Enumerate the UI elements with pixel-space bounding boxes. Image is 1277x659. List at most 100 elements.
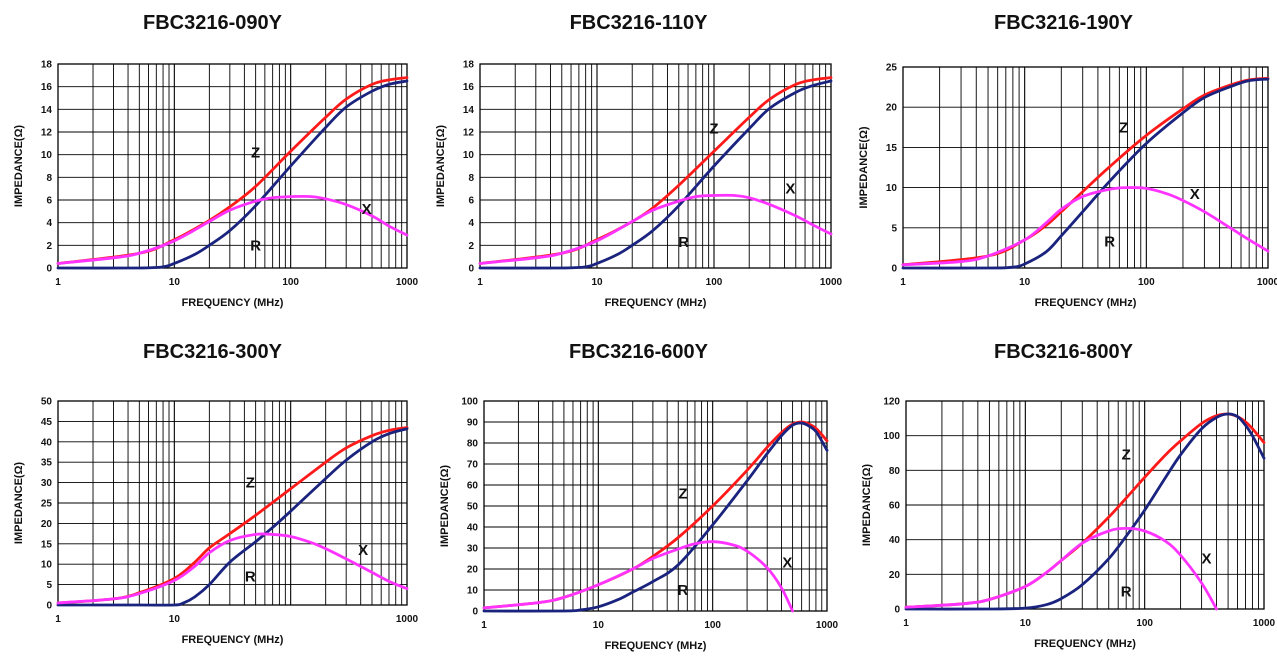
x-tick-label: 10 [593, 620, 605, 631]
grid [484, 400, 827, 612]
curve-label-z: Z [251, 144, 260, 161]
series-line-z [904, 412, 1266, 609]
chart-title: FBC3216-300Y [143, 341, 282, 363]
y-tick-label: 20 [467, 565, 479, 576]
y-tick-label: 10 [467, 586, 479, 597]
chart-svg: 0 5 10 15 20 25 1 10 100 1000 FREQUENCY (MHz) IMPED… [858, 63, 1277, 310]
y-tick-label: 18 [463, 60, 475, 71]
y-tick-label: 10 [886, 183, 898, 194]
plot-frame [479, 63, 832, 269]
x-tick-label: 1000 [820, 277, 843, 288]
y-tick-label: 35 [41, 458, 53, 469]
series-line-z [478, 76, 833, 265]
y-tick-label: 90 [467, 418, 479, 429]
x-tick-label: 10 [169, 614, 181, 625]
y-tick-label: 15 [886, 143, 898, 154]
chart-panel: FBC3216-600Y 0 10 20 30 40 50 60 70 80 90 100 1 10 100… [426, 329, 851, 658]
x-tick-label: 1000 [816, 620, 839, 631]
chart-title: FBC3216-800Y [994, 341, 1133, 363]
y-tick-label: 5 [46, 580, 52, 591]
x-axis-label: FREQUENCY (MHz) [182, 297, 284, 309]
y-tick-label: 120 [883, 397, 900, 408]
plot-frame [902, 66, 1269, 269]
y-tick-label: 6 [468, 196, 474, 207]
y-tick-label: 0 [46, 264, 52, 275]
x-tick-label: 1000 [1253, 618, 1276, 629]
x-tick-label: 10 [1020, 618, 1032, 629]
y-axis-label: IMPEDANCE(Ω) [861, 464, 873, 546]
curve-label-x: X [1202, 551, 1212, 568]
plot-frame [57, 63, 408, 269]
x-tick-label: 10 [169, 277, 181, 288]
y-axis-label: IMPEDANCE(Ω) [435, 125, 447, 207]
x-tick-label: 1 [900, 277, 906, 288]
series-line-x [478, 193, 833, 265]
chart-panel: FBC3216-090Y 0 2 4 6 8 10 12 14 16 18 1 10 100 1000 FRE… [0, 0, 425, 329]
y-tick-label: 2 [46, 241, 52, 252]
grid [58, 63, 407, 269]
plot-frame [905, 400, 1265, 610]
y-tick-label: 0 [472, 607, 478, 618]
x-tick-label: 100 [1136, 618, 1153, 629]
curve-label-z: Z [709, 121, 718, 138]
y-tick-label: 10 [41, 150, 53, 161]
x-tick-label: 1000 [396, 614, 419, 625]
x-tick-label: 1 [481, 620, 487, 631]
chart-title: FBC3216-600Y [569, 341, 708, 363]
series-line-r [56, 427, 409, 607]
y-tick-label: 60 [467, 481, 479, 492]
plot-frame [483, 400, 828, 612]
y-tick-label: 80 [467, 439, 479, 450]
chart-svg: 0 2 4 6 8 10 12 14 16 18 1 10 100 1000 FREQUENCY (MHz)… [435, 60, 843, 310]
chart-panel: FBC3216-300Y 0 5 10 15 20 25 30 35 40 45 50 1 10 1000 F… [0, 329, 425, 658]
y-tick-label: 15 [41, 539, 53, 550]
y-tick-label: 40 [41, 437, 53, 448]
y-tick-label: 40 [467, 523, 479, 534]
series-line-x [482, 540, 794, 613]
x-axis-label: FREQUENCY (MHz) [605, 297, 707, 309]
y-axis-label: IMPEDANCE(Ω) [13, 125, 25, 207]
y-tick-label: 2 [468, 241, 474, 252]
curve-label-x: X [358, 542, 368, 559]
series-line-x [56, 194, 409, 265]
curve-label-z: Z [246, 475, 255, 492]
chart-svg: 0 2 4 6 8 10 12 14 16 18 1 10 100 1000 FREQUENCY (MHz)… [13, 60, 419, 310]
series-line-x [56, 532, 409, 605]
x-tick-label: 1 [55, 614, 61, 625]
y-tick-label: 30 [41, 478, 53, 489]
y-tick-label: 16 [463, 82, 475, 93]
y-tick-label: 0 [894, 605, 900, 616]
series-line-r [901, 77, 1270, 270]
y-tick-label: 8 [468, 173, 474, 184]
y-tick-label: 25 [41, 499, 53, 510]
y-tick-label: 8 [46, 173, 52, 184]
y-axis-label: IMPEDANCE(Ω) [858, 126, 870, 208]
y-tick-label: 10 [463, 150, 475, 161]
y-tick-label: 20 [41, 519, 53, 530]
y-tick-label: 100 [883, 431, 900, 442]
curve-label-x: X [785, 181, 795, 198]
x-tick-label: 1000 [396, 277, 419, 288]
chart-title: FBC3216-110Y [569, 12, 708, 34]
series-line-r [482, 421, 829, 613]
plot-frame [57, 400, 408, 606]
y-tick-label: 5 [891, 223, 897, 234]
y-tick-label: 18 [41, 60, 53, 71]
y-axis-label: IMPEDANCE(Ω) [439, 465, 451, 547]
chart-svg: 0 5 10 15 20 25 30 35 40 45 50 1 10 1000 FREQUENCY (MH… [13, 397, 419, 647]
chart-panel: FBC3216-110Y 0 2 4 6 8 10 12 14 16 18 1 10 100 1000 FRE… [426, 0, 851, 329]
chart-title: FBC3216-190Y [994, 12, 1133, 34]
x-tick-label: 100 [282, 277, 299, 288]
y-tick-label: 14 [41, 105, 53, 116]
y-tick-label: 14 [463, 105, 475, 116]
chart-panel: FBC3216-800Y 0 20 40 60 80 100 120 1 10 100 1000 FRE… [851, 329, 1276, 658]
y-tick-label: 50 [41, 397, 53, 408]
x-tick-label: 100 [1138, 277, 1155, 288]
x-axis-label: FREQUENCY (MHz) [182, 634, 284, 646]
y-tick-label: 4 [468, 218, 474, 229]
series-line-x [904, 527, 1218, 611]
x-tick-label: 10 [1019, 277, 1031, 288]
grid [58, 400, 407, 606]
